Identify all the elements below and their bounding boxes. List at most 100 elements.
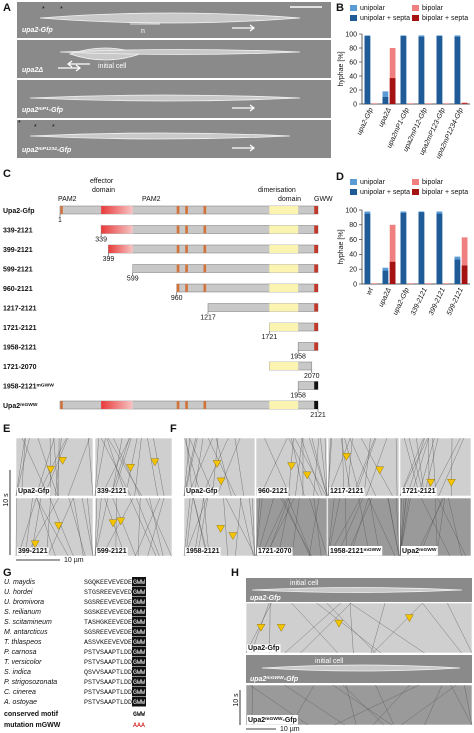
kymo-track [349, 437, 376, 497]
kymo-track [282, 497, 311, 557]
kymo-track [277, 497, 291, 557]
legend-swatch [350, 5, 357, 11]
effector-domain [101, 225, 133, 234]
label-part: mGWW [36, 382, 54, 388]
x-tick-label: 399-2121 [428, 287, 447, 317]
sequence: SGSREEVEVEDE [84, 629, 132, 636]
sequence: PSTVSAAPTLDD [84, 699, 132, 706]
construct-name: 1958-2121 [3, 345, 37, 352]
label-box [17, 487, 51, 496]
kymo-label: Upa2-Gfp [18, 488, 50, 495]
bar [436, 213, 443, 284]
motif-box [132, 587, 146, 597]
dimerisation-domain [269, 264, 299, 273]
arrowhead [30, 540, 40, 549]
kymo-label: 339-2121 [97, 488, 127, 495]
kymo-track [291, 437, 305, 497]
gww-motif [314, 206, 318, 214]
strain-label: upa2Δ [22, 67, 43, 74]
legend-label: unipolar [360, 5, 386, 12]
motif-box [132, 647, 146, 657]
label-part: 1958-2121 [330, 548, 364, 555]
label-box [257, 487, 289, 496]
kymo-track [284, 602, 341, 654]
star: * [42, 6, 45, 13]
panel-label: F [170, 423, 177, 435]
kymo-track [287, 497, 312, 557]
arrow [67, 60, 90, 68]
kymo-track [193, 437, 204, 497]
star: * [18, 120, 21, 127]
kymo-track [252, 497, 256, 557]
kymo-track [112, 437, 132, 497]
bar [461, 237, 468, 284]
kymo-track [311, 437, 328, 497]
kymo-track [294, 437, 327, 497]
mutation-motif: AAA [133, 722, 145, 729]
initial-cell-label: initial cell [315, 658, 344, 665]
x-tick-label: upa2Δ [378, 107, 393, 129]
kymo-track [36, 497, 56, 557]
kymo-track [395, 437, 398, 497]
kymo-track [239, 497, 254, 557]
x-tick-label: 339-2121 [410, 287, 429, 317]
label-part: Upa2 [402, 548, 419, 555]
gww-motif [314, 303, 318, 312]
strain-label: upa2mP1-Gfp [22, 106, 64, 115]
gww-motif [314, 381, 318, 390]
sequence: STGSREEVEVED [84, 589, 132, 596]
bar [371, 283, 378, 284]
kymo-track [46, 497, 51, 557]
construct [297, 342, 319, 351]
construct-name: 599-2121 [3, 267, 33, 274]
arrowhead [116, 517, 126, 526]
kymo-track [344, 437, 361, 497]
kymo-label: Upa2mGWW-Gfp [248, 716, 297, 725]
kymo-track [395, 497, 400, 557]
pam2-motif [185, 284, 188, 292]
species-name: P. strigosozonata [4, 679, 57, 686]
kymo-track [68, 497, 86, 557]
effector-domain-label: domain [92, 187, 115, 194]
arrowhead [150, 458, 160, 467]
kymo-track [30, 497, 42, 557]
kymo-track [212, 437, 219, 497]
hypha [59, 49, 301, 55]
y-tick-label: 80 [349, 45, 357, 52]
kymo-track [399, 497, 402, 557]
kymo-track [54, 437, 62, 497]
construct-name: 339-2121 [3, 228, 33, 235]
kymo-track [193, 497, 207, 557]
strain-label: upa2mP1234-Gfp [22, 146, 72, 155]
kymo-track [451, 437, 453, 497]
bar [400, 212, 407, 284]
hypha [39, 12, 301, 24]
kymo-track [340, 437, 352, 497]
kymo-track [354, 437, 377, 497]
sequence: ASSVKEEVEVDE [84, 639, 132, 646]
motif: GWW [133, 599, 145, 606]
pam2-motif [203, 264, 207, 273]
construct-name: 960-2121 [3, 286, 33, 293]
strain-label: upa2mGWW-Gfp [250, 675, 299, 684]
label-box [247, 644, 281, 653]
label-part: -Gfp [284, 676, 299, 683]
x-tick-label: upa2-Gfp [356, 107, 375, 137]
motif-box [132, 627, 146, 637]
kymo-track [300, 602, 352, 654]
kymo-label: Upa2-Gfp [186, 488, 218, 495]
construct [108, 244, 319, 254]
construct-name: 1217-2121 [3, 306, 37, 313]
kymo-track [291, 602, 339, 654]
time-label: 10 s [3, 493, 10, 507]
dimerisation-domain [269, 323, 299, 331]
species-name: P. carnosa [4, 649, 37, 656]
construct-name: 399-2121 [3, 247, 33, 254]
bar [364, 213, 371, 284]
sequence: QSVVSAAPTLDD [84, 669, 132, 676]
kymo-track [300, 437, 323, 497]
kymo-track [447, 602, 473, 654]
kymo-track [309, 497, 328, 557]
kymo-track [424, 684, 443, 726]
